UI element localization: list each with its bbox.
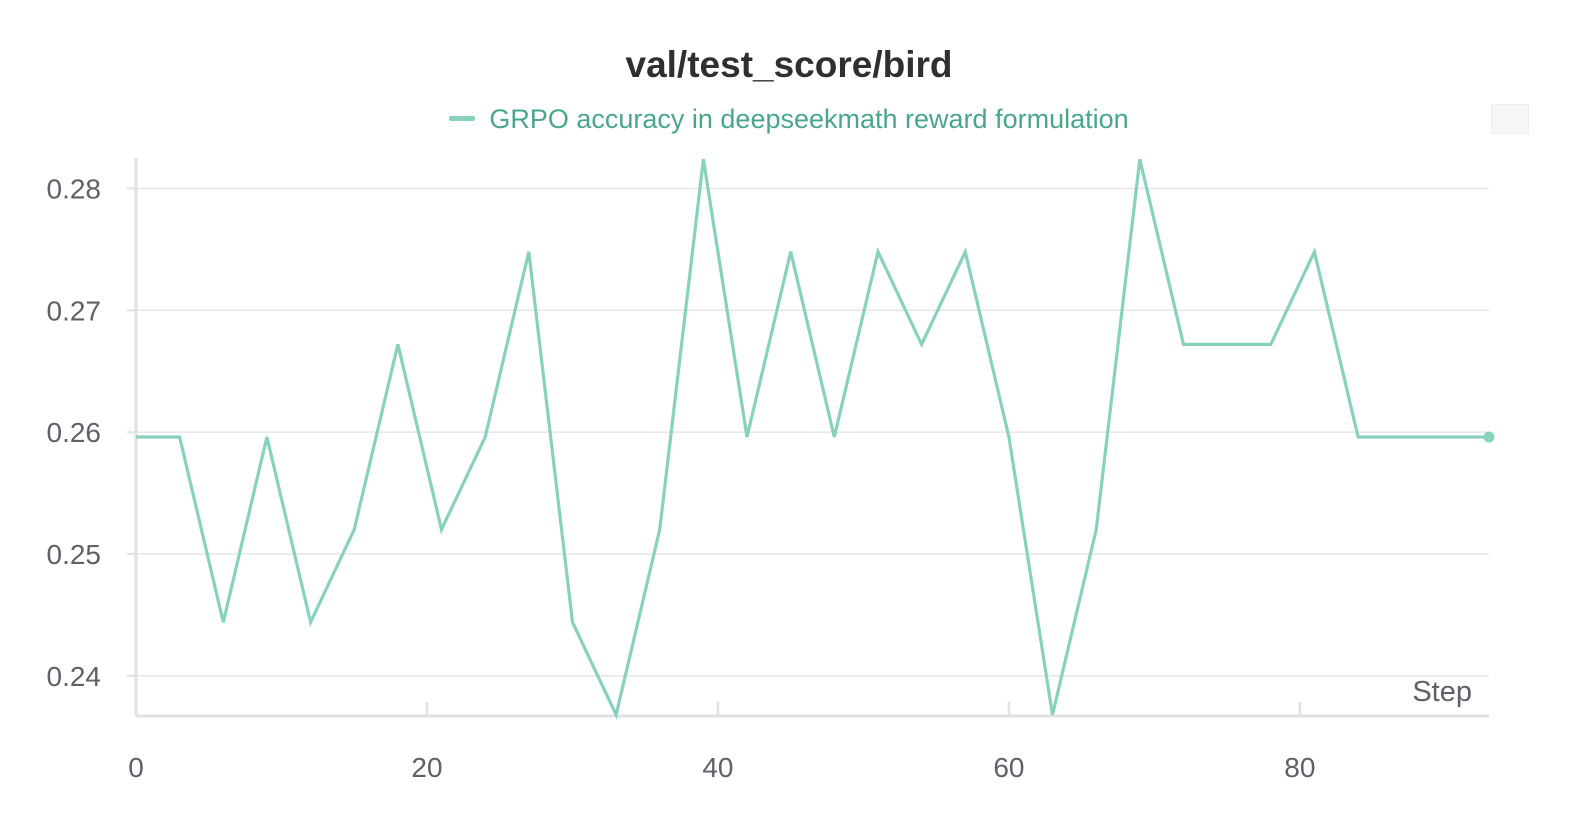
x-tick-label: 20 [411,752,442,783]
x-axis-title: Step [1412,676,1472,708]
axes [134,158,1489,718]
y-tick-label: 0.26 [47,417,102,448]
y-axis-ticks: 0.24 0.25 0.26 0.27 0.28 [47,173,136,692]
x-tick-label: 60 [993,752,1024,783]
legend-label: GRPO accuracy in deepseekmath reward for… [489,104,1129,134]
y-tick-label: 0.24 [47,661,102,692]
x-tick-label: 0 [128,752,144,783]
chart-menu-box[interactable] [1491,104,1529,134]
x-tick-label: 40 [702,752,733,783]
y-tick-label: 0.27 [47,295,102,326]
x-axis-ticks: 0 20 40 60 80 [128,702,1315,783]
chart-title: val/test_score/bird [625,44,953,85]
y-tick-label: 0.28 [47,173,102,204]
legend-swatch [449,116,476,122]
y-tick-label: 0.25 [47,539,102,570]
x-tick-label: 80 [1284,752,1315,783]
grid-lines [136,187,1489,677]
series-end-point [1483,431,1495,443]
series-group [136,158,1495,720]
legend[interactable]: GRPO accuracy in deepseekmath reward for… [0,104,1578,135]
series-line [136,158,1489,720]
